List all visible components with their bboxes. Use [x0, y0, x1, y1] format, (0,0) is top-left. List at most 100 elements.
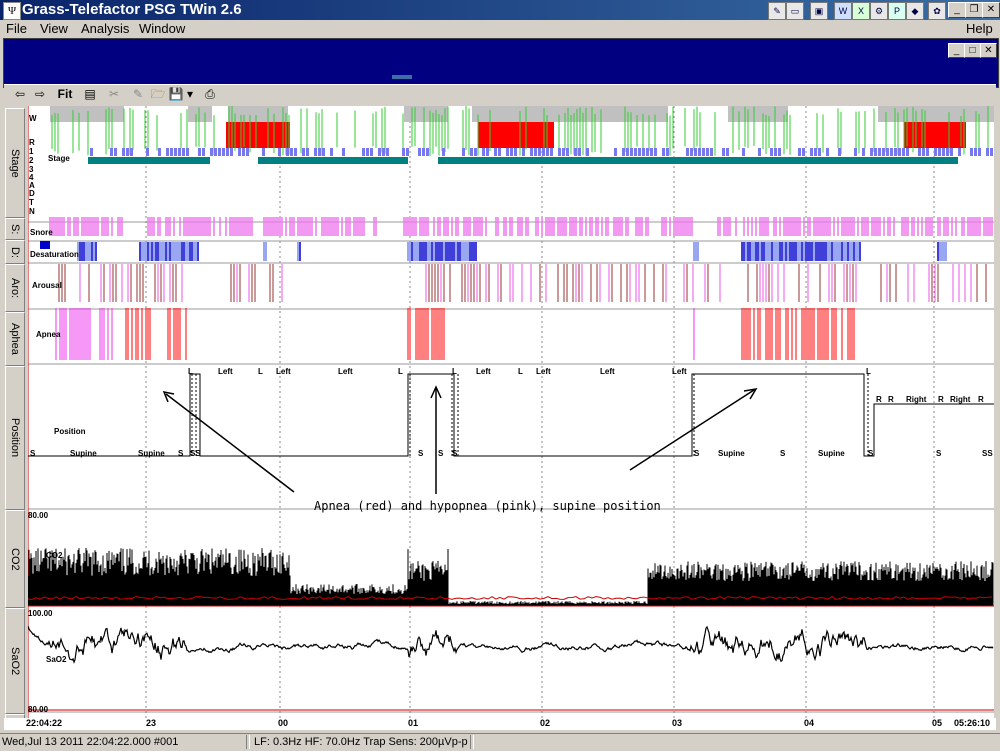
restore-button[interactable]: ❐	[965, 2, 983, 18]
stage-light-tick	[882, 148, 885, 156]
position-label-l: L	[518, 367, 523, 376]
menu-help[interactable]: Help	[966, 21, 993, 36]
properties-icon[interactable]: ▤	[84, 87, 96, 101]
stage-awake-span	[50, 106, 124, 122]
stage-light-tick	[586, 148, 589, 156]
co2-scale-top: 80.00	[28, 511, 49, 520]
stage-light-tick	[242, 148, 245, 156]
publisher-icon[interactable]: P	[888, 2, 906, 20]
stage-light-tick	[306, 148, 309, 156]
monitor-icon[interactable]: ▣	[810, 2, 828, 20]
position-label-r: R	[938, 395, 944, 404]
stage-light-tick	[918, 148, 921, 156]
stage-light-tick	[470, 148, 473, 156]
fit-button[interactable]: Fit	[57, 87, 73, 101]
channel-label-apnea[interactable]: Aphea	[5, 312, 25, 366]
print-icon[interactable]: ⎙	[205, 87, 215, 101]
stage-light-tick	[986, 148, 989, 156]
hypnogram-plot[interactable]: W R 1 2 3 4 A D T N Stage Snore Desatura…	[28, 106, 994, 718]
channel-label-co2[interactable]: CO2	[5, 510, 25, 608]
stage-light-tick	[894, 148, 897, 156]
stage-light-tick	[230, 148, 233, 156]
stage-level-1: 1	[29, 147, 34, 156]
channel-label-desaturation[interactable]: D:	[5, 240, 25, 264]
tools-icon[interactable]: ✂	[108, 87, 120, 101]
open-folder-icon[interactable]: 🗁	[150, 87, 166, 101]
apnea-track-label: Apnea	[36, 330, 61, 339]
menu-file[interactable]: File	[6, 21, 27, 36]
stage-light-tick	[774, 148, 777, 156]
stage-level-2: 2	[29, 156, 34, 165]
stage-light-tick	[558, 148, 561, 156]
arousal-track	[58, 264, 987, 302]
time-tick-00: 00	[278, 718, 289, 728]
word-icon[interactable]: W	[834, 2, 852, 20]
time-tick-23: 23	[146, 718, 157, 728]
stage-light-tick	[130, 148, 133, 156]
menu-view[interactable]: View	[40, 21, 68, 36]
note-icon[interactable]: ✎	[768, 2, 786, 20]
network-icon[interactable]: ⚙	[870, 2, 888, 20]
dropdown-arrow-icon[interactable]: ▾	[186, 87, 194, 101]
channel-label-position[interactable]: Position	[5, 366, 25, 510]
paint-icon[interactable]: ✿	[928, 2, 946, 20]
time-tick-04: 04	[804, 718, 815, 728]
arrow-right-head	[743, 387, 758, 400]
stage-light-tick	[170, 148, 173, 156]
stage-light-tick	[538, 148, 541, 156]
position-label-l: L	[258, 367, 263, 376]
stage-light-tick	[742, 148, 745, 156]
stage-light-tick	[574, 148, 577, 156]
sao2-scale-top: 100.00	[28, 609, 53, 618]
excel-icon[interactable]: X	[852, 2, 870, 20]
app-logo-icon[interactable]: Ψ	[3, 2, 21, 20]
position-label-s: S	[178, 449, 184, 458]
position-label-s: S	[780, 449, 786, 458]
stage-light-tick	[990, 148, 993, 156]
edit-icon[interactable]: ✎	[132, 87, 144, 101]
stage-light-tick	[862, 148, 865, 156]
child-restore-button[interactable]: □	[964, 43, 981, 58]
position-label-l: L	[188, 367, 193, 376]
arrow-left-line	[165, 393, 295, 493]
stage-light-tick	[578, 148, 581, 156]
channel-label-sao2[interactable]: SaO2	[5, 608, 25, 714]
menu-analysis[interactable]: Analysis	[81, 21, 130, 36]
sao2-scale-bottom: 80.00	[28, 705, 49, 714]
save-icon[interactable]: 💾	[168, 87, 184, 101]
position-label-l: L	[398, 367, 403, 376]
stage-light-tick	[942, 148, 945, 156]
close-button[interactable]: ✕	[982, 2, 1000, 18]
channel-label-stage[interactable]: Stage	[5, 108, 25, 218]
menu-window[interactable]: Window	[139, 21, 186, 36]
minimize-button[interactable]: _	[948, 2, 966, 18]
back-arrow-icon[interactable]: ⇦	[14, 87, 26, 101]
stage-awake-span	[188, 106, 212, 122]
stage-light-tick	[122, 148, 125, 156]
stage-light-tick	[686, 148, 689, 156]
stage-level-w: W	[29, 114, 37, 123]
stage-level-3: 3	[29, 165, 34, 174]
stage-light-tick	[874, 148, 877, 156]
stage-light-tick	[818, 148, 821, 156]
child-close-button[interactable]: ✕	[980, 43, 997, 58]
forward-arrow-icon[interactable]: ⇨	[34, 87, 46, 101]
position-label-left: Left	[600, 367, 615, 376]
folder-icon[interactable]: ▭	[786, 2, 804, 20]
stage-awake-span	[404, 106, 448, 122]
stage-light-tick	[378, 148, 381, 156]
status-separator-2	[470, 735, 474, 749]
child-minimize-button[interactable]: _	[948, 43, 965, 58]
position-label-left: Left	[536, 367, 551, 376]
channel-label-snore[interactable]: S:	[5, 218, 25, 240]
cube-icon[interactable]: ◆	[906, 2, 924, 20]
stage-light-tick	[486, 148, 489, 156]
stage-light-tick	[666, 148, 669, 156]
stage-light-tick	[642, 148, 645, 156]
stage-light-tick	[934, 148, 937, 156]
channel-label-arousal[interactable]: Aro:	[5, 264, 25, 312]
stage-light-tick	[626, 148, 629, 156]
stage-light-tick	[550, 148, 553, 156]
stage-light-tick	[178, 148, 181, 156]
stage-light-tick	[886, 148, 889, 156]
